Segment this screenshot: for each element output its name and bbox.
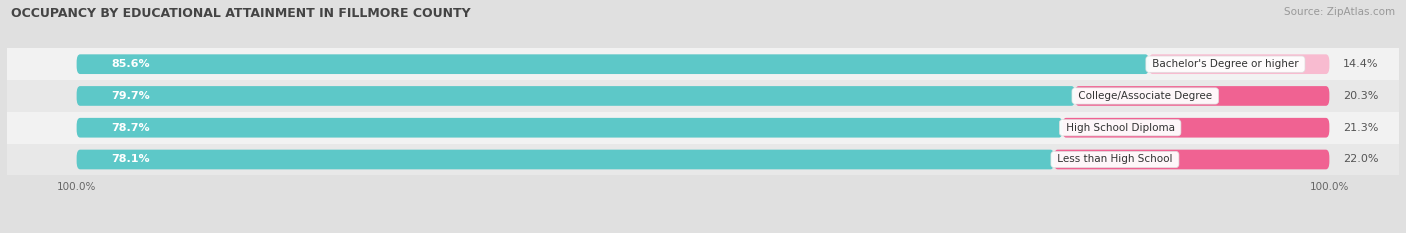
- Bar: [7, 80, 1399, 112]
- Text: 22.0%: 22.0%: [1343, 154, 1379, 164]
- FancyBboxPatch shape: [77, 150, 1054, 169]
- Text: Less than High School: Less than High School: [1054, 154, 1175, 164]
- Text: 20.3%: 20.3%: [1343, 91, 1379, 101]
- Text: Source: ZipAtlas.com: Source: ZipAtlas.com: [1284, 7, 1395, 17]
- Text: 78.1%: 78.1%: [111, 154, 150, 164]
- FancyBboxPatch shape: [1063, 118, 1330, 137]
- FancyBboxPatch shape: [77, 86, 1076, 106]
- Text: 85.6%: 85.6%: [111, 59, 150, 69]
- Bar: [7, 48, 1399, 80]
- Bar: [7, 144, 1399, 175]
- FancyBboxPatch shape: [77, 54, 1149, 74]
- FancyBboxPatch shape: [1149, 54, 1330, 74]
- Legend: Owner-occupied, Renter-occupied: Owner-occupied, Renter-occupied: [582, 230, 824, 233]
- Text: 100.0%: 100.0%: [56, 182, 97, 192]
- FancyBboxPatch shape: [77, 118, 1063, 137]
- Text: 14.4%: 14.4%: [1343, 59, 1379, 69]
- Text: 79.7%: 79.7%: [111, 91, 150, 101]
- Text: College/Associate Degree: College/Associate Degree: [1076, 91, 1215, 101]
- Bar: [7, 112, 1399, 144]
- Text: 78.7%: 78.7%: [111, 123, 150, 133]
- Text: High School Diploma: High School Diploma: [1063, 123, 1178, 133]
- FancyBboxPatch shape: [1054, 150, 1330, 169]
- FancyBboxPatch shape: [1076, 86, 1330, 106]
- Text: OCCUPANCY BY EDUCATIONAL ATTAINMENT IN FILLMORE COUNTY: OCCUPANCY BY EDUCATIONAL ATTAINMENT IN F…: [11, 7, 471, 20]
- Text: Bachelor's Degree or higher: Bachelor's Degree or higher: [1149, 59, 1302, 69]
- Text: 100.0%: 100.0%: [1309, 182, 1350, 192]
- Text: 21.3%: 21.3%: [1343, 123, 1379, 133]
